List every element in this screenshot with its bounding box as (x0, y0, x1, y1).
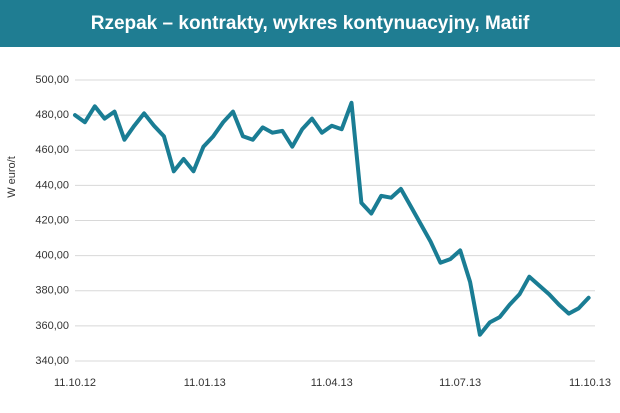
x-tick-label: 11.07.13 (439, 377, 481, 389)
chart-title: Rzepak – kontrakty, wykres kontynuacyjny… (0, 0, 620, 47)
y-tick-label: 460,00 (35, 144, 69, 156)
y-tick-label: 420,00 (35, 214, 69, 226)
x-tick-label: 11.04.13 (311, 377, 353, 389)
data-line (73, 100, 591, 337)
x-tick-label: 11.10.12 (54, 377, 96, 389)
y-tick-label: 360,00 (35, 320, 69, 332)
y-tick-label: 500,00 (35, 74, 69, 86)
chart: W euro/t 340,00 360,00 380,00 400,00 420,00 4… (6, 74, 611, 389)
y-tick-label: 340,00 (35, 355, 69, 367)
x-tick-label: 11.10.13 (569, 377, 611, 389)
y-axis-label: W euro/t (6, 156, 18, 198)
y-tick-label: 400,00 (35, 250, 69, 262)
y-tick-label: 380,00 (35, 285, 69, 297)
y-tick-label: 440,00 (35, 179, 69, 191)
x-tick-label: 11.01.13 (184, 377, 226, 389)
y-tick-label: 480,00 (35, 109, 69, 121)
